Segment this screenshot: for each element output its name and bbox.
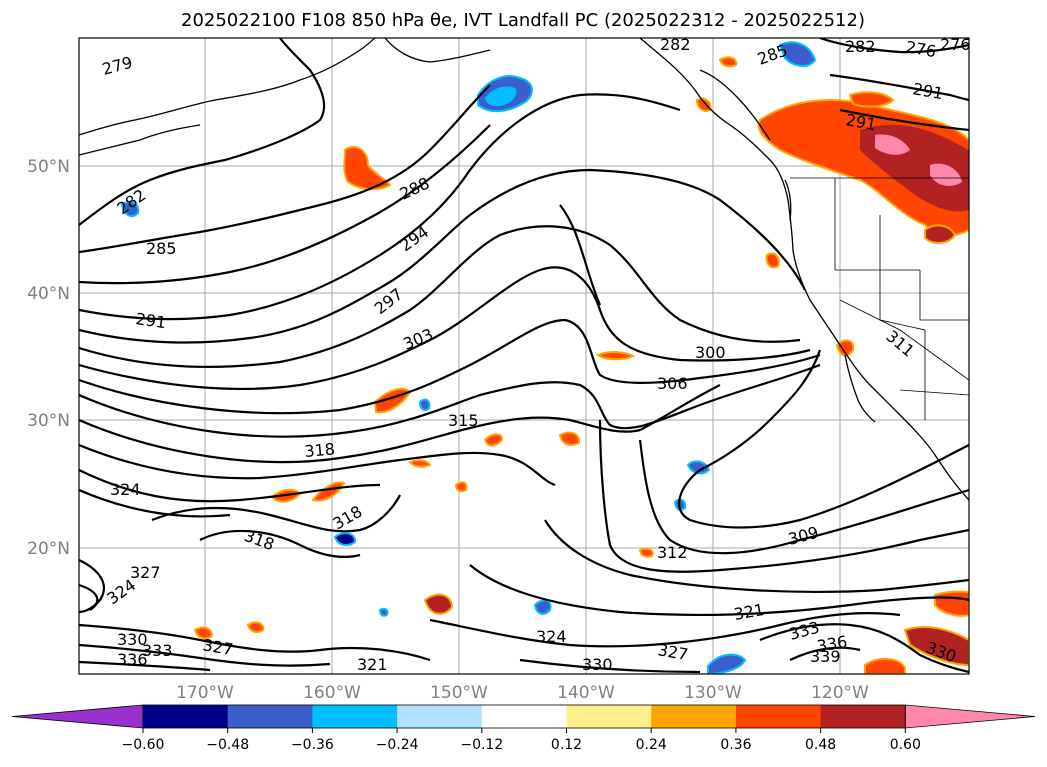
lon-tick-label: 150°W bbox=[430, 683, 488, 703]
colorbar-tick-label: −0.48 bbox=[206, 737, 249, 753]
colorbar-segment bbox=[566, 705, 652, 728]
lat-tick-label: 40°N bbox=[27, 284, 70, 304]
colorbar-tick-label: −0.60 bbox=[122, 737, 165, 753]
contour-label: 285 bbox=[146, 239, 177, 258]
lon-tick-label: 140°W bbox=[557, 683, 615, 703]
colorbar-segment bbox=[481, 705, 567, 728]
colorbar-tick-label: 0.12 bbox=[551, 737, 582, 753]
borders bbox=[790, 177, 969, 420]
negative-ivt-patches bbox=[120, 41, 817, 674]
lat-tick-label: 50°N bbox=[27, 157, 70, 177]
lon-tick-label: 160°W bbox=[303, 683, 361, 703]
contour-label: 333 bbox=[142, 641, 173, 660]
colorbar-tick-label: 0.36 bbox=[720, 737, 751, 753]
contour-label: 276 bbox=[940, 35, 971, 54]
colorbar-outline bbox=[142, 704, 906, 729]
colorbar-segment bbox=[397, 705, 483, 728]
contour-label: 300 bbox=[695, 343, 726, 362]
map-frame bbox=[78, 37, 970, 675]
latitude-labels: 50°N 40°N 30°N 20°N bbox=[27, 157, 70, 559]
coastlines bbox=[79, 38, 969, 501]
chart-title: 2025022100 F108 850 hPa θe, IVT Landfall… bbox=[181, 10, 865, 31]
colorbar-segment bbox=[820, 705, 906, 728]
contour-label: 327 bbox=[130, 563, 161, 582]
contour-label: 318 bbox=[304, 439, 336, 461]
colorbar-extend-high bbox=[904, 704, 1036, 729]
colorbar-tick-label: 0.24 bbox=[636, 737, 667, 753]
map-body: 279 282 285 288 291 294 297 300 303 306 … bbox=[79, 35, 971, 674]
colorbar-tick-label: −0.24 bbox=[376, 737, 419, 753]
lat-tick-label: 20°N bbox=[27, 539, 70, 559]
contour-label: 306 bbox=[657, 374, 688, 393]
theta-e-contours bbox=[79, 38, 969, 674]
contour-label: 336 bbox=[117, 650, 148, 669]
contour-label: 321 bbox=[357, 655, 388, 674]
contour-label: 276 bbox=[904, 37, 937, 61]
colorbar-tick-labels: −0.60 −0.48 −0.36 −0.24 −0.12 0.12 0.24 0.36 0.4… bbox=[122, 728, 921, 753]
contour-label: 312 bbox=[657, 543, 688, 562]
colorbar-tick-label: −0.12 bbox=[460, 737, 503, 753]
lon-tick-label: 120°W bbox=[811, 683, 869, 703]
contour-label: 330 bbox=[582, 655, 613, 674]
contour-label: 282 bbox=[660, 35, 691, 54]
colorbar-tick-label: 0.60 bbox=[890, 737, 921, 753]
lat-tick-label: 30°N bbox=[27, 411, 70, 431]
contour-label: 291 bbox=[134, 309, 167, 332]
colorbar-tick-label: −0.36 bbox=[291, 737, 334, 753]
contour-label: 324 bbox=[536, 627, 567, 646]
colorbar-segment bbox=[143, 705, 229, 728]
colorbar-segment bbox=[735, 705, 822, 728]
lon-tick-label: 130°W bbox=[684, 683, 742, 703]
contour-label: 339 bbox=[810, 647, 841, 666]
contour-label: 324 bbox=[110, 480, 141, 499]
graticule bbox=[79, 38, 969, 674]
colorbar-tick-label: 0.48 bbox=[805, 737, 836, 753]
contour-label: 282 bbox=[845, 37, 876, 56]
colorbar-segment bbox=[227, 705, 313, 728]
colorbar bbox=[11, 704, 1036, 729]
colorbar-segment bbox=[312, 705, 398, 728]
lon-tick-label: 170°W bbox=[176, 683, 234, 703]
longitude-labels: 170°W 160°W 150°W 140°W 130°W 120°W bbox=[176, 683, 869, 703]
contour-label: 330 bbox=[117, 630, 148, 649]
colorbar-segment bbox=[651, 705, 737, 728]
colorbar-extend-low bbox=[11, 704, 144, 729]
contour-label: 315 bbox=[448, 411, 479, 430]
